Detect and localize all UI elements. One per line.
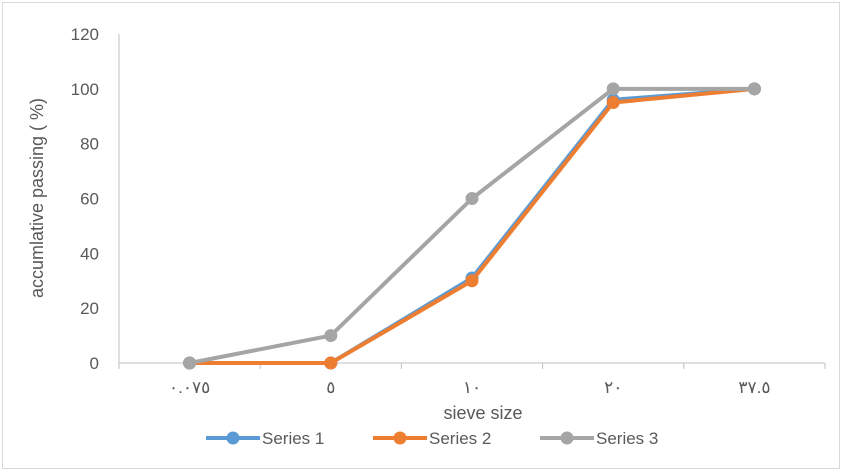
legend-item: Series 3: [540, 429, 658, 448]
x-tick-label: ١٠: [463, 378, 481, 397]
legend-label: Series 1: [262, 429, 324, 448]
data-point: [606, 82, 620, 96]
data-point: [465, 192, 479, 205]
legend-label: Series 2: [429, 429, 491, 448]
legend: Series 1 Series 2 Series 3: [206, 429, 658, 448]
y-tick-label: 20: [80, 299, 99, 318]
data-point: [324, 356, 338, 370]
series-line: [187, 86, 757, 365]
series-3: [183, 82, 761, 370]
y-tick-label: 40: [80, 244, 99, 263]
legend-marker: [226, 431, 240, 445]
x-tick-label: ٠.٠٧٥: [169, 378, 210, 397]
series-layer: [183, 82, 761, 370]
series-2: [183, 82, 761, 370]
legend-marker: [393, 431, 407, 445]
legend-label: Series 3: [596, 429, 658, 448]
x-axis-title: sieve size: [443, 403, 522, 423]
data-point: [324, 329, 338, 343]
y-tick-label: 80: [80, 135, 99, 154]
x-tick-label: ٣٧.٥: [738, 378, 770, 397]
y-tick-label: 100: [71, 80, 99, 99]
data-point: [465, 274, 479, 288]
legend-marker: [560, 431, 574, 445]
data-point: [747, 82, 761, 96]
legend-item: Series 1: [206, 429, 324, 448]
series-1: [183, 82, 761, 370]
data-point: [606, 96, 620, 110]
y-tick-label: 0: [90, 354, 99, 373]
x-tick-label: ٢٠: [604, 378, 622, 397]
legend-item: Series 2: [373, 429, 491, 448]
y-axis-title: accumlative passing ( %): [27, 98, 47, 298]
series-line: [187, 86, 757, 365]
x-tick-label: ٥: [326, 378, 335, 397]
data-point: [183, 356, 197, 370]
y-tick-label: 60: [80, 190, 99, 209]
y-tick-label: 120: [71, 25, 99, 44]
x-axis: ٠.٠٧٥ ٥ ١٠ ٢٠ ٣٧.٥: [118, 362, 826, 397]
y-axis: 0 20 40 60 80 100 120: [71, 25, 120, 373]
series-line: [187, 86, 757, 365]
